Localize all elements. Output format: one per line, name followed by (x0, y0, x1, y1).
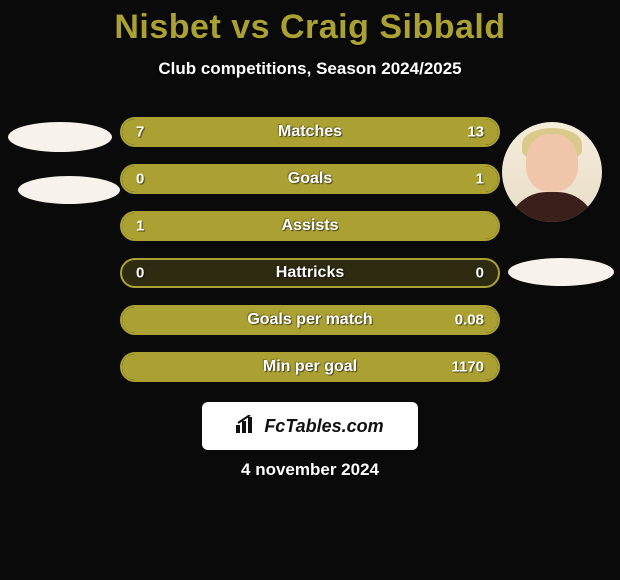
stat-label: Matches (278, 123, 342, 141)
stat-label: Goals (288, 170, 332, 188)
stat-value-right: 1170 (451, 359, 484, 376)
player-right-club-badge-placeholder (508, 258, 614, 286)
stat-value-right: 13 (467, 124, 484, 141)
avatar-head (526, 134, 578, 192)
stat-bar-matches: 7 Matches 13 (120, 117, 500, 147)
player-left-avatar-placeholder-2 (18, 176, 120, 204)
bar-chart-icon (236, 415, 258, 438)
stat-label: Hattricks (276, 264, 344, 282)
avatar-body (507, 192, 597, 222)
stat-value-left: 0 (136, 265, 144, 282)
player-right-avatar (502, 122, 602, 222)
stat-value-left: 1 (136, 218, 144, 235)
stat-value-right: 1 (476, 171, 484, 188)
stat-bar-hattricks: 0 Hattricks 0 (120, 258, 500, 288)
stat-value-left: 7 (136, 124, 144, 141)
footer-brand-badge[interactable]: FcTables.com (202, 402, 418, 450)
footer-brand-text: FcTables.com (264, 416, 383, 437)
footer-date: 4 november 2024 (0, 460, 620, 480)
stat-bar-goals-per-match: Goals per match 0.08 (120, 305, 500, 335)
stat-value-right: 0.08 (455, 312, 484, 329)
stat-value-right: 0 (476, 265, 484, 282)
comparison-card: Nisbet vs Craig Sibbald Club competition… (0, 0, 620, 580)
page-title: Nisbet vs Craig Sibbald (0, 8, 620, 47)
stat-label: Min per goal (263, 358, 357, 376)
stat-value-left: 0 (136, 171, 144, 188)
stat-bars: 7 Matches 13 0 Goals 1 1 Assists 0 Hattr… (120, 117, 500, 382)
stat-bar-assists: 1 Assists (120, 211, 500, 241)
page-subtitle: Club competitions, Season 2024/2025 (0, 59, 620, 79)
player-left-avatar-placeholder-1 (8, 122, 112, 152)
stat-label: Assists (282, 217, 339, 235)
stat-bar-min-per-goal: Min per goal 1170 (120, 352, 500, 382)
stat-label: Goals per match (247, 311, 372, 329)
stat-bar-goals: 0 Goals 1 (120, 164, 500, 194)
